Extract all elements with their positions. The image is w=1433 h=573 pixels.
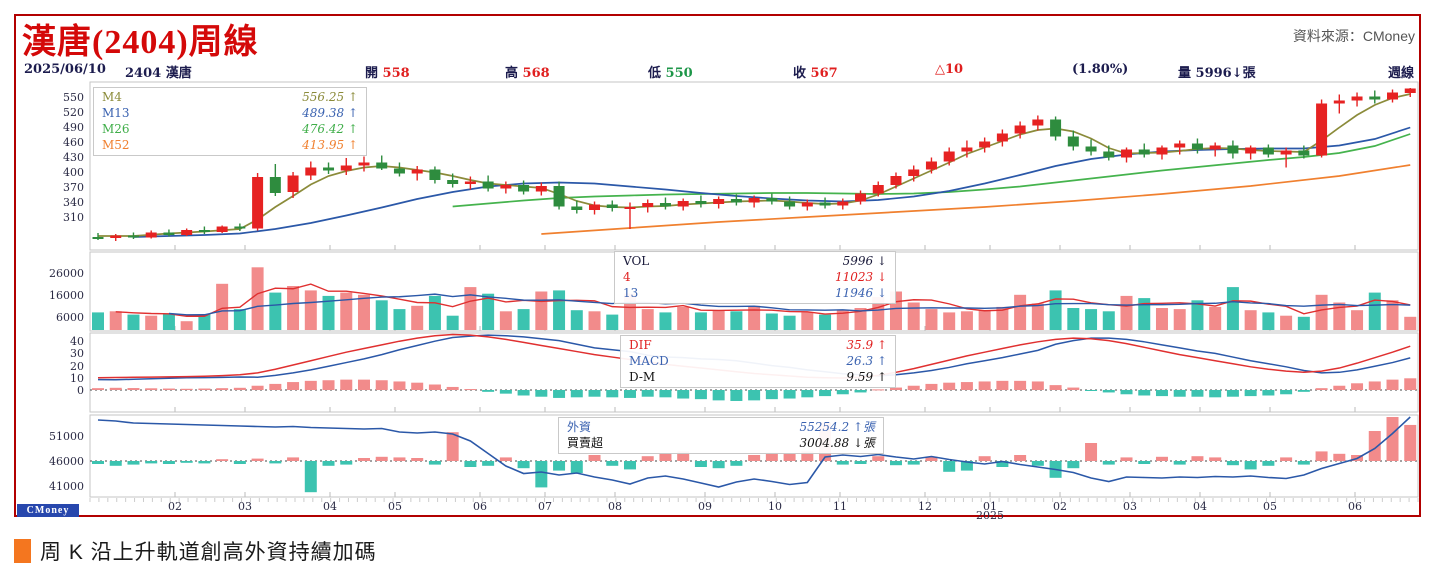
ma13-label: M13 <box>102 106 130 120</box>
ma26-label: M26 <box>102 122 130 136</box>
quote-date: 2025/06/10 <box>24 62 106 77</box>
x-axis-label: 01 <box>983 500 997 513</box>
legend-row: 外資 55254.2 ↑張 <box>567 419 875 435</box>
macd-legend: DIF 35.9 ↑ MACD 26.3 ↑ D-M 9.59 ↑ <box>620 335 896 388</box>
ma26-value: 476.42 ↑ <box>302 122 358 136</box>
ma4-value: 556.25 ↑ <box>302 90 358 104</box>
dif-label: DIF <box>629 338 652 352</box>
y-axis-label: 400 <box>63 166 84 179</box>
y-axis-label: 10 <box>70 371 84 385</box>
info-field: 收 567 <box>793 66 838 81</box>
caption-row: 周 K 沿上升軌道創高外資持續加碼 <box>14 536 377 566</box>
caption-bullet-icon <box>14 539 31 563</box>
vol-ma13-label: 13 <box>623 286 639 300</box>
dm-value: 9.59 ↑ <box>846 370 887 384</box>
x-axis-label: 08 <box>608 500 622 513</box>
y-axis-label: 46000 <box>49 455 84 468</box>
ma-legend: M4 556.25 ↑ M13 489.38 ↑ M26 476.42 ↑ M52 41… <box>93 87 367 156</box>
x-axis-label: 11 <box>833 500 847 513</box>
y-axis-label: 310 <box>63 211 84 224</box>
y-axis-label: 6000 <box>56 310 84 324</box>
x-axis-label: 10 <box>768 500 782 513</box>
macd-label: MACD <box>629 354 669 368</box>
info-field: 量 5996↓張 <box>1178 66 1256 81</box>
y-axis-label: 520 <box>63 106 84 119</box>
x-axis-label: 05 <box>388 500 402 513</box>
y-axis-label: 41000 <box>49 480 84 493</box>
info-field: 開 558 <box>365 66 410 81</box>
legend-row: VOL 5996 ↓ <box>623 253 887 269</box>
ma52-label: M52 <box>102 138 130 152</box>
caption-text: 周 K 沿上升軌道創高外資持續加碼 <box>40 541 377 564</box>
x-axis-label: 02 <box>1053 500 1067 513</box>
x-axis-label: 03 <box>238 500 252 513</box>
x-axis-label: 06 <box>1348 500 1362 513</box>
ma13-value: 489.38 ↑ <box>302 106 358 120</box>
x-axis-label: 09 <box>698 500 712 513</box>
info-field: △10 <box>935 62 964 77</box>
x-axis-label: 03 <box>1123 500 1137 513</box>
x-axis-label: 04 <box>1193 500 1207 513</box>
legend-row: 買賣超 3004.88 ↓張 <box>567 435 875 451</box>
legend-row: DIF 35.9 ↑ <box>629 337 887 353</box>
macd-value: 26.3 ↑ <box>846 354 887 368</box>
y-axis-label: 40 <box>70 335 84 349</box>
x-axis-label: 12 <box>918 500 932 513</box>
y-axis-label: 340 <box>63 196 84 209</box>
netbuy-value: 3004.88 ↓張 <box>799 436 876 450</box>
vol-label: VOL <box>623 254 650 268</box>
vol-ma13-value: 11946 ↓ <box>834 286 887 300</box>
y-axis-label: 26000 <box>49 266 84 280</box>
x-axis-label: 06 <box>473 500 487 513</box>
ma52-value: 413.95 ↑ <box>302 138 358 152</box>
legend-row: M4 556.25 ↑ <box>102 89 358 105</box>
y-axis-label: 16000 <box>49 288 84 302</box>
page-title: 漢唐(2404)周線 <box>22 24 259 61</box>
cmoney-watermark: CMoney <box>17 504 79 517</box>
volume-legend: VOL 5996 ↓ 4 11023 ↓ 13 11946 ↓ <box>614 251 896 304</box>
vol-value: 5996 ↓ <box>842 254 887 268</box>
x-axis-label: 04 <box>323 500 337 513</box>
data-source-label: 資料來源：CMoney <box>1292 28 1415 44</box>
info-field: 週線 <box>1388 66 1415 81</box>
y-axis-label: 430 <box>63 151 84 164</box>
vol-ma4-label: 4 <box>623 270 631 284</box>
y-axis-label: 20 <box>70 359 84 373</box>
y-axis-label: 550 <box>63 91 84 104</box>
y-axis-label: 370 <box>63 181 84 194</box>
x-axis-label: 07 <box>538 500 552 513</box>
legend-row: D-M 9.59 ↑ <box>629 369 887 385</box>
y-axis-label: 460 <box>63 136 84 149</box>
info-field: (1.80%) <box>1072 62 1129 77</box>
foreign-label: 外資 <box>567 420 592 434</box>
legend-row: 13 11946 ↓ <box>623 285 887 301</box>
y-axis-label: 30 <box>70 347 84 361</box>
y-axis-label: 0 <box>77 384 84 397</box>
x-axis-label: 05 <box>1263 500 1277 513</box>
quote-symbol: 2404 漢唐 <box>125 66 192 81</box>
legend-row: MACD 26.3 ↑ <box>629 353 887 369</box>
netbuy-label: 買賣超 <box>567 436 604 450</box>
legend-row: M52 413.95 ↑ <box>102 137 358 153</box>
foreign-legend: 外資 55254.2 ↑張 買賣超 3004.88 ↓張 <box>558 417 884 454</box>
vol-ma4-value: 11023 ↓ <box>834 270 887 284</box>
legend-row: 4 11023 ↓ <box>623 269 887 285</box>
y-axis-label: 490 <box>63 121 84 134</box>
foreign-value: 55254.2 ↑張 <box>799 420 876 434</box>
x-axis-label: 02 <box>168 500 182 513</box>
legend-row: M26 476.42 ↑ <box>102 121 358 137</box>
x-axis-year-label: 2025 <box>976 509 1004 522</box>
y-axis-label: 51000 <box>49 430 84 443</box>
info-field: 高 568 <box>505 66 550 81</box>
dif-value: 35.9 ↑ <box>846 338 887 352</box>
ma4-label: M4 <box>102 90 122 104</box>
dm-label: D-M <box>629 370 656 384</box>
legend-row: M13 489.38 ↑ <box>102 105 358 121</box>
info-field: 低 550 <box>648 66 693 81</box>
